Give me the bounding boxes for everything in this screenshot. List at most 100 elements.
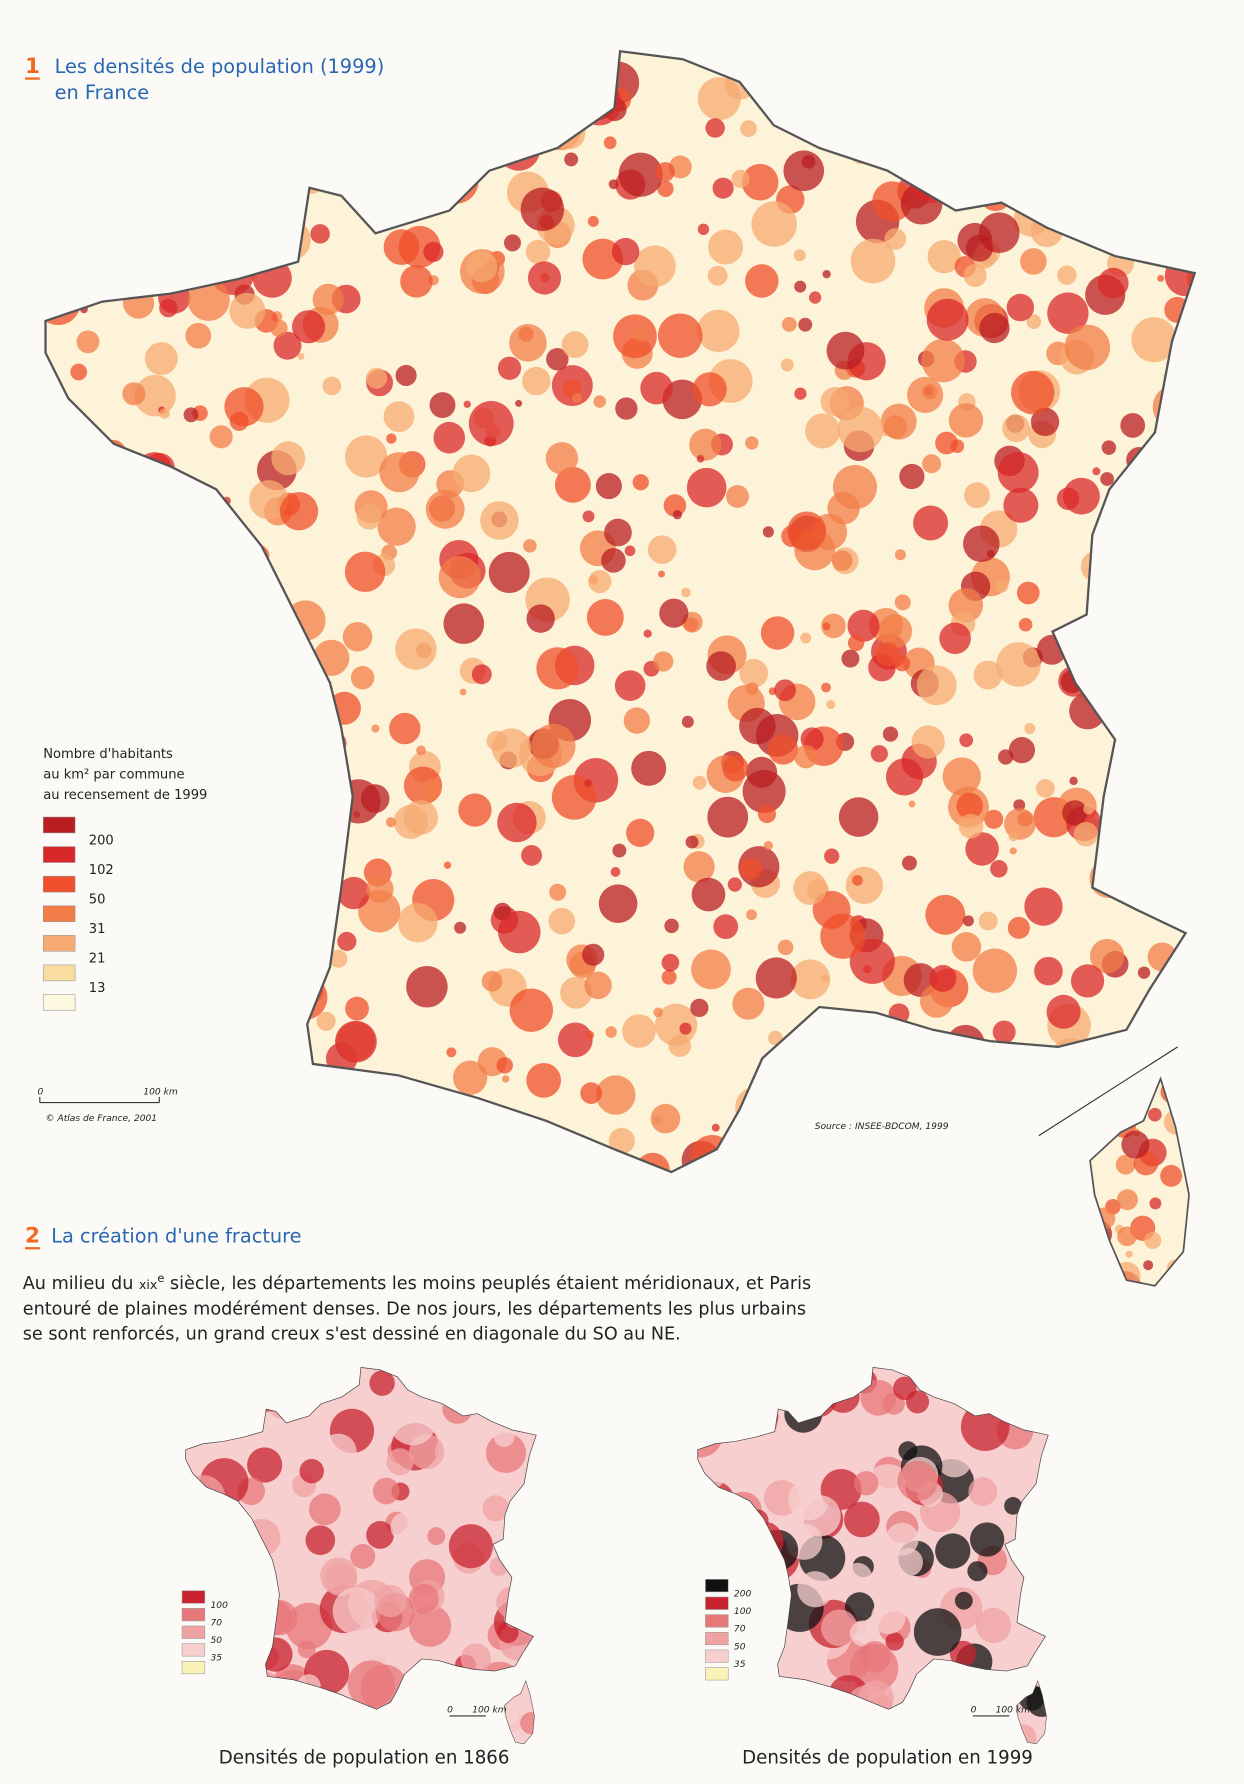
density-area (267, 931, 280, 944)
density-area (770, 55, 788, 73)
density-area (845, 866, 883, 905)
density-area (406, 965, 448, 1008)
density-area (531, 723, 576, 768)
density-area (219, 822, 249, 851)
density-area (995, 579, 1009, 593)
density-area (731, 169, 750, 188)
scale-label: 0 (447, 1705, 453, 1715)
density-area (111, 133, 155, 177)
density-area (185, 1598, 208, 1647)
density-area (1147, 942, 1177, 972)
density-area (1094, 83, 1122, 112)
density-area (96, 551, 131, 585)
density-area (1189, 325, 1195, 338)
density-area (946, 1024, 985, 1064)
density-area (1142, 59, 1173, 90)
legend-label: 100 (734, 1607, 752, 1617)
density-area (911, 725, 945, 759)
density-area (1015, 1053, 1036, 1074)
density-area (287, 768, 297, 778)
density-area (706, 651, 736, 681)
density-area (543, 54, 576, 88)
density-area (843, 1562, 873, 1592)
density-area (366, 875, 394, 903)
density-area (497, 356, 522, 380)
density-area (1180, 1108, 1192, 1120)
density-area (712, 177, 734, 199)
density-area (963, 263, 987, 287)
density-area (1006, 293, 1035, 322)
density-area (726, 485, 749, 508)
legend-swatch (181, 1643, 206, 1657)
density-area (1118, 640, 1160, 682)
density-area (122, 887, 136, 900)
density-area (298, 1388, 330, 1420)
density-area (520, 1712, 535, 1735)
density-area (1007, 916, 1030, 939)
density-area (1129, 69, 1170, 110)
density-area (522, 366, 551, 396)
density-area (939, 622, 971, 655)
density-area (633, 245, 676, 288)
density-area (427, 1527, 446, 1546)
density-area (459, 688, 467, 696)
density-area (169, 269, 184, 284)
paragraph-text: xix (139, 1277, 157, 1292)
density-area (1149, 570, 1178, 598)
density-area (521, 844, 543, 866)
density-area (1025, 1383, 1048, 1405)
scale-label: 100 km (996, 1705, 1031, 1715)
density-area (502, 1075, 510, 1083)
density-area (151, 581, 194, 624)
density-area (1018, 1376, 1049, 1417)
density-area (1034, 956, 1063, 986)
legend-swatch (181, 1608, 206, 1622)
density-area (942, 757, 981, 796)
density-area (696, 455, 705, 463)
density-area (806, 1090, 820, 1104)
density-area (369, 1370, 395, 1396)
density-area (586, 599, 624, 636)
density-area (76, 330, 100, 354)
density-area (790, 959, 831, 1000)
density-area (1105, 155, 1116, 167)
density-area (551, 774, 597, 820)
density-area (264, 246, 281, 263)
legend-swatch (705, 1631, 729, 1646)
density-area (520, 187, 565, 232)
density-area (1093, 1069, 1113, 1090)
density-area (850, 238, 896, 284)
density-area (1063, 1064, 1102, 1102)
density-area (821, 682, 831, 693)
density-area (297, 1640, 316, 1659)
density-area (697, 1481, 735, 1520)
density-area (1123, 1025, 1158, 1059)
density-area (659, 598, 689, 628)
density-area (1004, 1575, 1049, 1622)
density-area (1122, 821, 1145, 844)
density-area (408, 1583, 439, 1614)
legend-swatch (42, 964, 76, 982)
density-area (112, 1165, 138, 1173)
density-area (157, 166, 181, 190)
density-area (466, 251, 498, 283)
density-area (838, 797, 879, 837)
density-area (93, 479, 109, 495)
density-area (109, 733, 121, 746)
density-area (179, 489, 224, 535)
density-area (679, 1022, 692, 1035)
density-area (1016, 1680, 1032, 1701)
density-area (593, 395, 606, 408)
density-area (966, 1155, 997, 1173)
density-area (425, 489, 465, 529)
density-area (751, 201, 797, 247)
density-area (798, 317, 813, 332)
density-area (526, 604, 555, 633)
density-area (395, 364, 417, 387)
density-area (774, 679, 796, 702)
density-area (1101, 814, 1131, 844)
density-area (969, 1450, 1000, 1481)
density-area (209, 425, 233, 449)
density-area (234, 1567, 273, 1605)
density-area (798, 1378, 837, 1418)
